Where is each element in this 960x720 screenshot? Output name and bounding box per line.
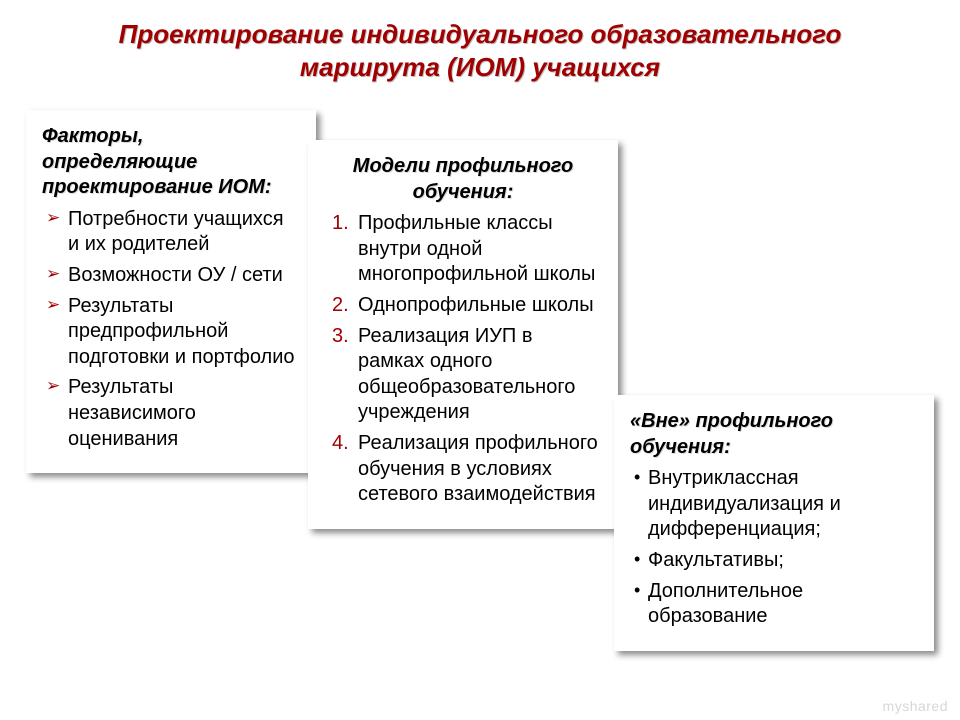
outside-list: Внутриклассная индивидуализация и диффер… — [630, 466, 918, 630]
models-heading: Модели профильного обучения: — [324, 154, 602, 205]
box-outside: «Вне» профильного обучения: Внутриклассн… — [614, 395, 934, 651]
box-factors: Факторы, определяющие проектирование ИОМ… — [26, 110, 316, 473]
list-item: Реализация ИУП в рамках одного общеобраз… — [330, 324, 602, 426]
title-line-2: маршрута (ИОМ) учащихся — [300, 52, 660, 82]
list-item: Потребности учащихся и их родителей — [46, 207, 300, 258]
list-item: Результаты предпрофильной подготовки и п… — [46, 294, 300, 371]
models-list: Профильные классы внутри одной многопроф… — [324, 211, 602, 508]
outside-heading: «Вне» профильного обучения: — [630, 409, 918, 460]
slide-title: Проектирование индивидуального образоват… — [0, 18, 960, 83]
list-item: Профильные классы внутри одной многопроф… — [330, 211, 602, 288]
list-item: Реализация профильного обучения в услови… — [330, 431, 602, 508]
list-item: Однопрофильные школы — [330, 293, 602, 319]
box-models: Модели профильного обучения: Профильные … — [308, 140, 618, 529]
factors-list: Потребности учащихся и их родителей Возм… — [42, 207, 300, 452]
factors-heading: Факторы, определяющие проектирование ИОМ… — [42, 124, 300, 201]
title-line-1: Проектирование индивидуального образоват… — [119, 19, 842, 49]
watermark: myshared — [883, 698, 948, 714]
list-item: Внутриклассная индивидуализация и диффер… — [632, 466, 918, 543]
list-item: Дополнительное образование — [632, 579, 918, 630]
list-item: Факультативы; — [632, 548, 918, 574]
list-item: Результаты независимого оценивания — [46, 375, 300, 452]
list-item: Возможности ОУ / сети — [46, 263, 300, 289]
